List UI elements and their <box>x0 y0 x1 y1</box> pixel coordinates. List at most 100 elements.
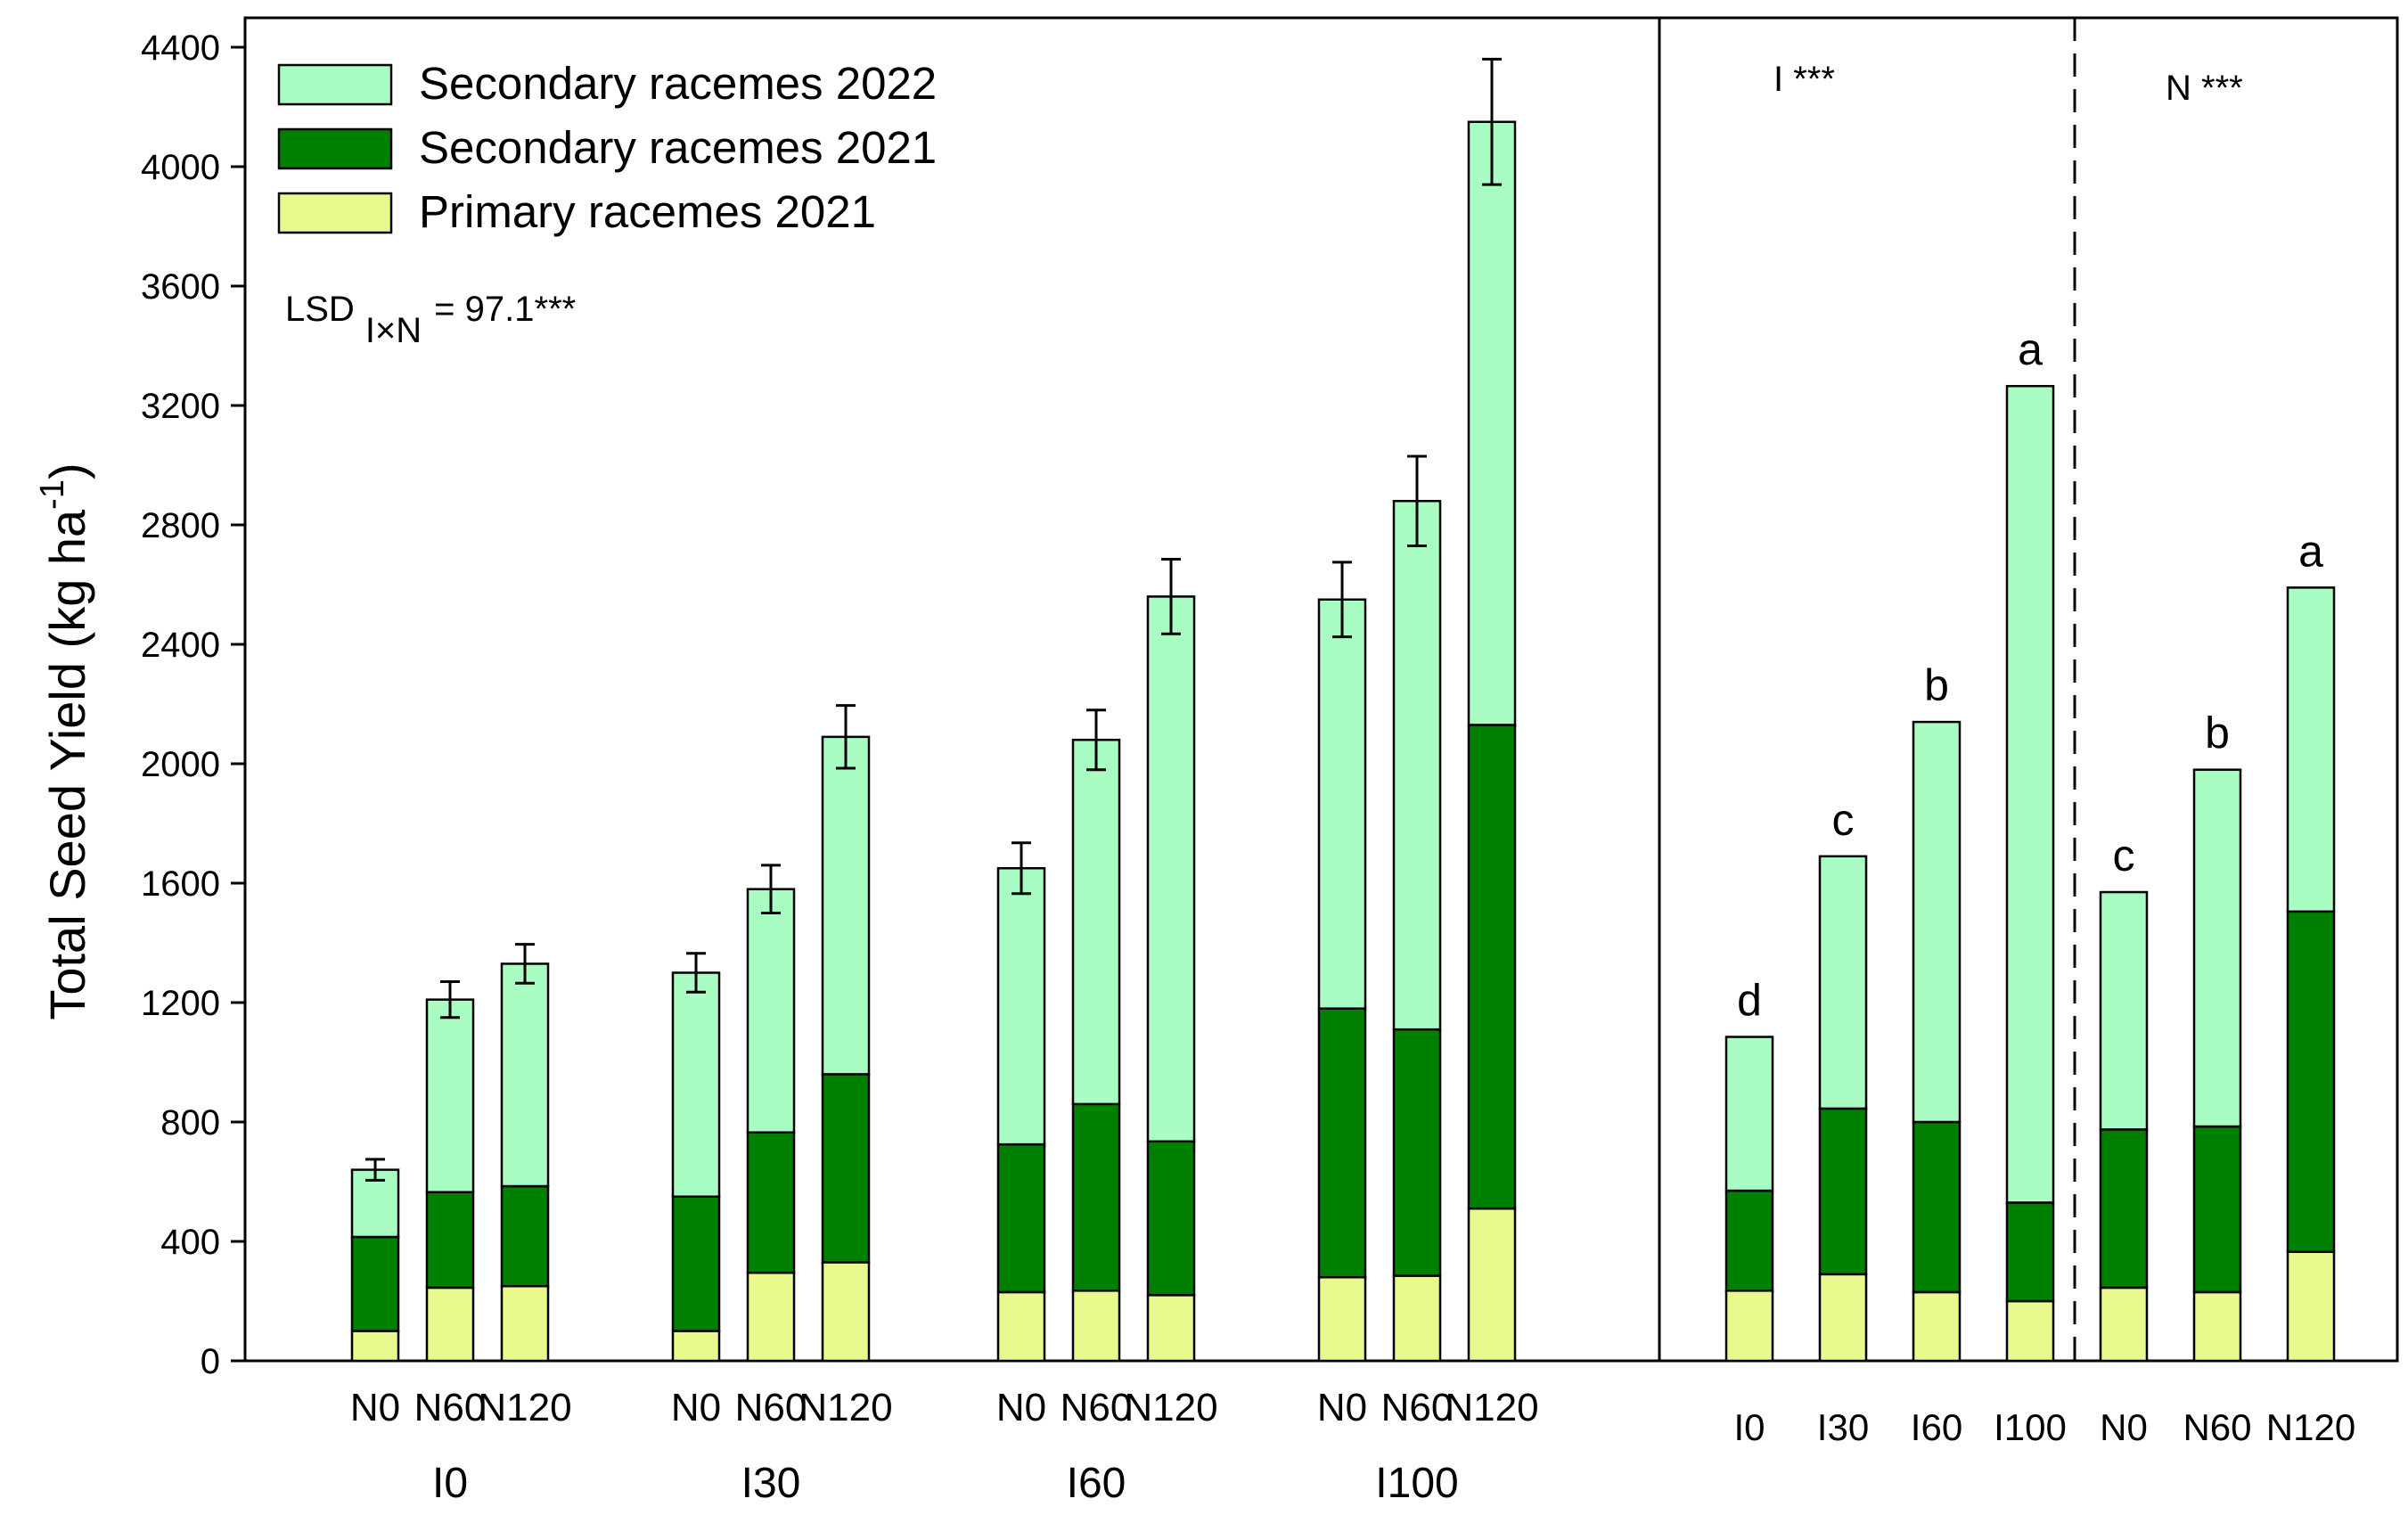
bar-I0-N120-p2021 <box>500 1285 550 1363</box>
y-tick-label: 1600 <box>141 864 220 904</box>
x-tick-label-nitrogen: N0 <box>350 1386 400 1429</box>
side-bar-I60-s2021 <box>1912 1120 1962 1294</box>
significance-letter: d <box>1737 976 1762 1026</box>
x-group-label-irrigation: I100 <box>1375 1460 1458 1507</box>
y-tick-label: 4400 <box>141 29 220 68</box>
x-tick-label-main-effect: N120 <box>2266 1406 2355 1448</box>
x-tick-label-main-effect: I60 <box>1911 1406 1962 1448</box>
side-bar-I0-s2022 <box>1724 1036 1774 1192</box>
bar-I30-N120-p2021 <box>821 1261 871 1363</box>
bar-I100-N0-s2022 <box>1317 598 1367 1010</box>
bar-I60-N0-s2021 <box>996 1142 1046 1294</box>
bar-I0-N0-p2021 <box>350 1330 400 1363</box>
legend-label-secondary-2021: Secondary racemes 2021 <box>419 122 937 173</box>
bar-I30-N0-s2022 <box>671 971 721 1198</box>
side-bar-N120-s2021 <box>2286 910 2336 1253</box>
side-bar-I100-p2021 <box>2005 1299 2055 1363</box>
side-bar-N0-p2021 <box>2099 1286 2149 1363</box>
bar-I0-N120-s2021 <box>500 1184 550 1288</box>
side-bar-N120-s2022 <box>2286 586 2336 913</box>
x-group-label-irrigation: I60 <box>1067 1460 1126 1507</box>
side-bar-N60-s2022 <box>2192 768 2242 1128</box>
x-tick-label-nitrogen: N120 <box>478 1386 571 1429</box>
x-tick-label-main-effect: I30 <box>1817 1406 1869 1448</box>
bar-I100-N60-s2022 <box>1392 499 1442 1031</box>
bar-I100-N120-p2021 <box>1467 1207 1517 1363</box>
side-bar-N0-s2021 <box>2099 1128 2149 1290</box>
side-bar-N120-p2021 <box>2286 1250 2336 1363</box>
bar-I30-N60-p2021 <box>746 1271 796 1363</box>
y-tick-label: 800 <box>160 1103 220 1142</box>
legend: Secondary racemes 2022 Secondary racemes… <box>277 58 937 237</box>
bar-I0-N120-s2022 <box>500 962 550 1188</box>
legend-swatch-secondary-2022 <box>277 63 393 106</box>
y-axis-label: Total Seed Yield (kg ha-1) <box>34 463 95 1020</box>
x-tick-label-main-effect: I0 <box>1733 1406 1765 1448</box>
bar-I60-N0-s2022 <box>996 867 1046 1146</box>
y-tick-label: 2800 <box>141 506 220 545</box>
significance-letter: c <box>2113 831 2135 880</box>
side-bar-N60-p2021 <box>2192 1290 2242 1363</box>
side-bar-I100-s2022 <box>2005 384 2055 1204</box>
bar-I0-N60-s2021 <box>425 1191 475 1290</box>
annotation-i-significance: I *** <box>1773 60 1835 99</box>
significance-letter: a <box>2298 526 2323 576</box>
y-tick-label: 4000 <box>141 148 220 187</box>
y-tick-label: 0 <box>201 1342 220 1381</box>
significance-letter: b <box>2205 708 2230 758</box>
bar-I30-N60-s2021 <box>746 1131 796 1274</box>
legend-swatch-primary-2021 <box>277 192 393 234</box>
x-tick-label-nitrogen: N120 <box>1124 1386 1217 1429</box>
x-group-label-irrigation: I0 <box>432 1460 468 1507</box>
x-tick-label-nitrogen: N120 <box>1445 1386 1538 1429</box>
bar-I60-N120-s2022 <box>1146 595 1196 1143</box>
bar-I100-N120-s2021 <box>1467 724 1517 1210</box>
bar-I60-N60-s2021 <box>1071 1102 1121 1292</box>
bar-I30-N0-p2021 <box>671 1330 721 1363</box>
bars-layer <box>350 57 2336 1363</box>
annotation-n-significance: N *** <box>2166 69 2243 108</box>
x-tick-label-nitrogen: N60 <box>414 1386 487 1429</box>
significance-letter: a <box>2018 324 2043 374</box>
legend-swatch-secondary-2021 <box>277 127 393 170</box>
y-tick-label: 400 <box>160 1223 220 1262</box>
bar-I100-N0-s2021 <box>1317 1007 1367 1279</box>
bar-I100-N120-s2022 <box>1467 120 1517 726</box>
side-bar-I60-p2021 <box>1912 1290 1962 1363</box>
y-tick-label: 3600 <box>141 267 220 307</box>
labels-layer: 0 400 800 1200 1600 2000 2400 2800 3200 3600 4000 4… <box>141 29 2355 1507</box>
significance-letter: c <box>1832 795 1855 845</box>
side-bar-I100-s2021 <box>2005 1201 2055 1303</box>
side-bar-I0-s2021 <box>1724 1189 1774 1292</box>
y-tick-label: 2000 <box>141 745 220 784</box>
side-bar-I0-p2021 <box>1724 1290 1774 1363</box>
x-tick-label-nitrogen: N0 <box>671 1386 721 1429</box>
x-tick-label-main-effect: I100 <box>1994 1406 2067 1448</box>
x-tick-label-nitrogen: N120 <box>799 1386 892 1429</box>
legend-label-secondary-2022: Secondary racemes 2022 <box>419 58 937 109</box>
x-tick-label-nitrogen: N60 <box>1381 1386 1454 1429</box>
bar-I60-N60-s2022 <box>1071 738 1121 1106</box>
side-bar-I30-s2021 <box>1818 1107 1868 1276</box>
bar-I0-N0-s2021 <box>350 1235 400 1332</box>
side-bar-I30-s2022 <box>1818 855 1868 1110</box>
significance-letter: b <box>1924 660 1949 710</box>
bar-I100-N60-p2021 <box>1392 1274 1442 1363</box>
y-tick-label: 2400 <box>141 626 220 665</box>
legend-label-primary-2021: Primary racemes 2021 <box>419 186 876 237</box>
bar-I0-N60-s2022 <box>425 998 475 1193</box>
side-bar-I60-s2022 <box>1912 720 1962 1124</box>
main-plot-frame <box>243 16 1661 1363</box>
x-tick-label-nitrogen: N0 <box>996 1386 1046 1429</box>
x-group-label-irrigation: I30 <box>741 1460 801 1507</box>
lsd-annotation: LSDI×N= 97.1*** <box>285 290 576 350</box>
bar-I30-N120-s2021 <box>821 1073 871 1264</box>
bar-I60-N60-p2021 <box>1071 1290 1121 1363</box>
bar-I30-N0-s2021 <box>671 1195 721 1332</box>
x-tick-label-main-effect: N0 <box>2100 1406 2148 1448</box>
side-bar-N60-s2021 <box>2192 1125 2242 1294</box>
bar-I60-N120-p2021 <box>1146 1294 1196 1363</box>
y-tick-label: 1200 <box>141 984 220 1023</box>
bar-I100-N60-s2021 <box>1392 1028 1442 1277</box>
